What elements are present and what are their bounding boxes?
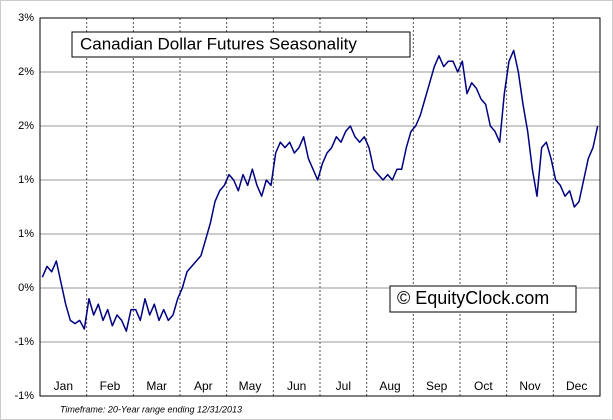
watermark-box [389,285,577,313]
footnote: Timeframe: 20-Year range ending 12/31/20… [60,404,242,414]
y-tick-label: 1% [18,228,34,240]
x-tick-label: Sep [426,379,448,393]
plot-border [39,17,601,397]
y-tick-label: -1% [14,336,34,348]
x-tick-label: Feb [100,379,121,393]
x-tick-label: May [239,379,262,393]
series-line [41,49,599,332]
chart-title: Canadian Dollar Futures Seasonality [80,34,357,53]
x-tick-label: Dec [566,379,587,393]
y-tick-label: 3% [18,12,34,24]
x-tick-label: Jan [54,379,73,393]
x-tick-label: Apr [194,379,213,393]
y-tick-label: 2% [18,120,34,132]
y-tick-label: 1% [18,174,34,186]
x-tick-label: Jul [336,379,351,393]
y-tick-label: 2% [18,66,34,78]
x-tick-label: Jun [287,379,306,393]
x-tick-label: Mar [146,379,167,393]
x-tick-label: Nov [519,379,540,393]
x-tick-label: Oct [474,379,493,393]
watermark: © EquityClock.com [397,288,549,308]
title-box [71,31,411,58]
y-tick-label: -1% [14,390,34,402]
y-tick-label: 0% [18,282,34,294]
x-tick-label: Aug [379,379,400,393]
